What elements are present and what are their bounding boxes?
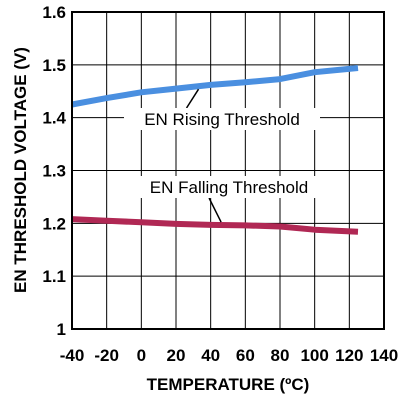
series-line-rising [71,65,359,108]
y-tick-label: 1.4 [42,109,66,128]
x-tick-label: 40 [201,346,220,365]
y-tick-label: 1.6 [42,3,66,22]
y-tick-label: 1.2 [42,214,66,233]
x-axis-title: TEMPERATURE (ºC) [147,375,310,394]
annotation-label: EN Rising Threshold [144,110,300,129]
x-tick-label: 100 [300,346,328,365]
y-tick-label: 1.1 [42,267,66,286]
annotation-label-bg [129,176,329,198]
y-axis-title: EN THRESHOLD VOLTAGE (V) [11,47,30,293]
series-layer [71,65,359,235]
series-line-falling [71,216,359,235]
x-tick-label: -20 [94,346,119,365]
x-tick-label: 80 [271,346,290,365]
x-tick-label: -40 [60,346,85,365]
x-tick-label: 0 [137,346,146,365]
annotation-layer: EN Rising Threshold EN Falling Threshold [124,88,329,223]
x-tick-label: 120 [335,346,363,365]
y-tick-label: 1.5 [42,56,66,75]
annotation-leader-line [208,197,222,223]
y-tick-label: 1 [57,320,66,339]
y-tick-label: 1.3 [42,162,66,181]
x-tick-label: 60 [236,346,255,365]
annotation-label: EN Falling Threshold [150,178,308,197]
tick-labels: -40 -20 0 20 40 60 80 100 120 140 1 1.1 1.2 1.3 1.4 1.5… [42,3,398,365]
x-tick-label: 20 [167,346,186,365]
plot-frame [71,11,385,330]
annotation-leader-line [185,88,200,109]
x-tick-label: 140 [370,346,398,365]
annotation-label-bg [124,108,320,130]
